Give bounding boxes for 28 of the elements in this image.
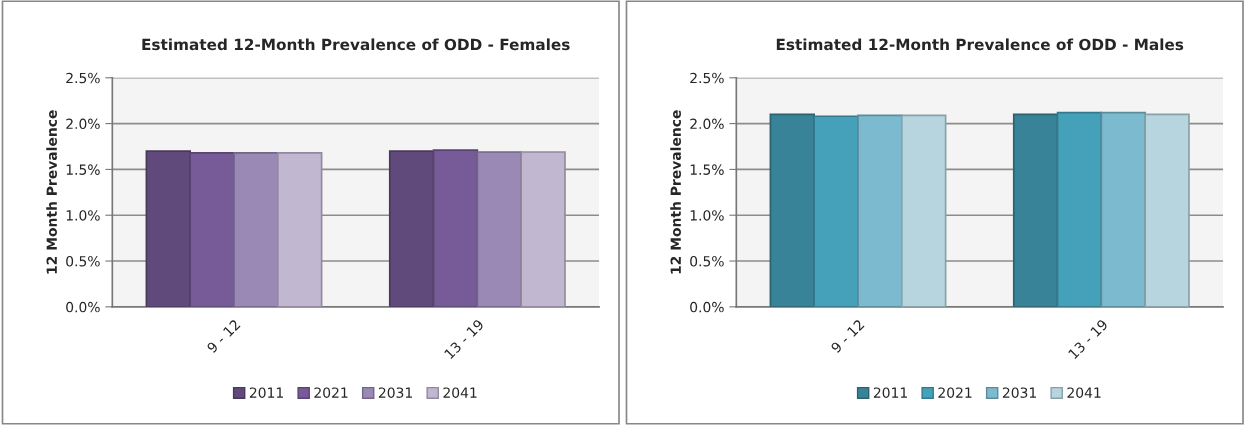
y-tick-label: 1.0% [66, 210, 100, 221]
y-tick-label: 0.0% [66, 301, 100, 313]
y-tick-label: 2.5% [66, 72, 100, 84]
y-tick-label: 2.0% [690, 118, 724, 130]
y-tick-label: 1.0% [690, 210, 724, 221]
x-tick-label: 9 - 12 [830, 319, 865, 354]
legend-label: 2021 [938, 387, 972, 398]
legend-label: 2041 [443, 387, 477, 398]
y-tick-label: 0.0% [690, 301, 724, 313]
x-tick-label: 13 - 19 [1067, 318, 1109, 360]
legend-label: 2011 [249, 387, 283, 398]
y-tick-label: 1.5% [66, 164, 100, 175]
x-tick-label: 13 - 19 [443, 318, 485, 360]
chart-title: Estimated 12-Month Prevalence of ODD - Males [776, 38, 1184, 51]
y-axis-title: 12 Month Prevalence [670, 110, 681, 274]
y-tick-label: 0.5% [66, 256, 100, 267]
chart-title: Estimated 12-Month Prevalence of ODD - Females [142, 38, 570, 51]
legend-label: 2011 [873, 387, 907, 398]
x-tick-label: 9 - 12 [206, 319, 241, 354]
y-tick-label: 2.0% [66, 118, 100, 130]
y-tick-label: 0.5% [690, 256, 724, 267]
y-tick-label: 1.5% [690, 164, 724, 175]
y-axis-title: 12 Month Prevalence [46, 110, 57, 274]
y-tick-label: 2.5% [690, 72, 724, 84]
legend-label: 2041 [1067, 387, 1101, 398]
legend-label: 2021 [314, 387, 348, 398]
legend-label: 2031 [378, 387, 412, 398]
legend-label: 2031 [1002, 387, 1036, 398]
